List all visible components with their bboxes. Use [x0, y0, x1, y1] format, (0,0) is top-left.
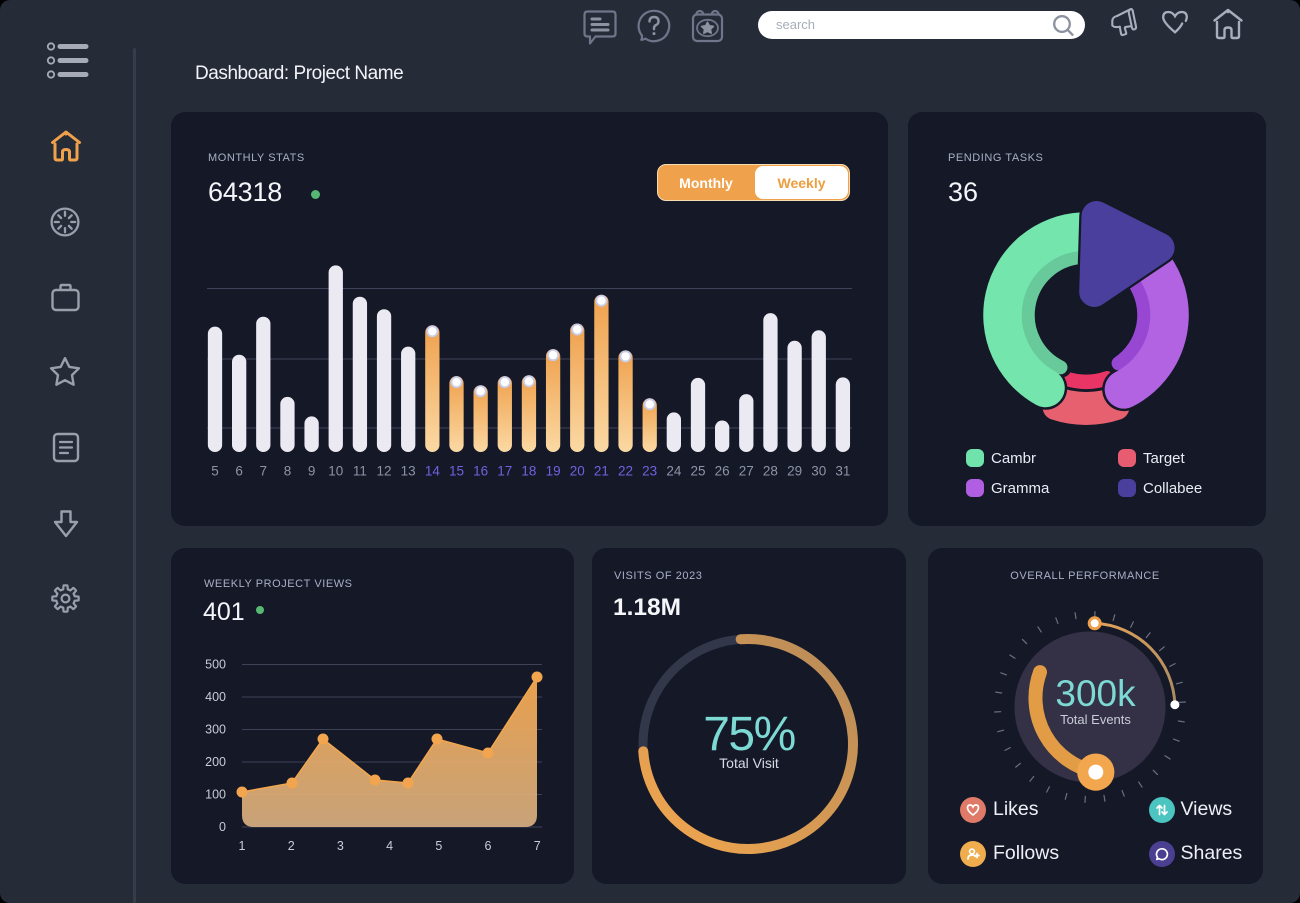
svg-text:15: 15: [449, 464, 464, 479]
svg-text:18: 18: [521, 464, 536, 479]
svg-text:16: 16: [473, 464, 488, 479]
svg-text:31: 31: [835, 464, 850, 479]
svg-text:30: 30: [811, 464, 826, 479]
svg-text:29: 29: [787, 464, 802, 479]
svg-text:20: 20: [570, 464, 585, 479]
svg-text:21: 21: [594, 464, 609, 479]
svg-text:1: 1: [239, 839, 246, 853]
svg-text:2: 2: [288, 839, 295, 853]
svg-text:5: 5: [211, 464, 219, 479]
svg-text:10: 10: [328, 464, 343, 479]
svg-text:13: 13: [401, 464, 416, 479]
svg-text:17: 17: [497, 464, 512, 479]
svg-text:26: 26: [715, 464, 730, 479]
svg-text:11: 11: [353, 464, 367, 479]
svg-text:9: 9: [308, 464, 316, 479]
svg-text:27: 27: [739, 464, 754, 479]
svg-text:0: 0: [219, 820, 226, 834]
svg-text:3: 3: [337, 839, 344, 853]
svg-text:14: 14: [425, 464, 441, 479]
svg-text:12: 12: [377, 464, 392, 479]
svg-text:300: 300: [205, 723, 226, 737]
svg-text:23: 23: [642, 464, 657, 479]
svg-text:6: 6: [485, 839, 492, 853]
svg-text:100: 100: [205, 788, 226, 802]
svg-text:22: 22: [618, 464, 633, 479]
svg-text:8: 8: [284, 464, 292, 479]
svg-text:4: 4: [386, 839, 393, 853]
svg-text:28: 28: [763, 464, 778, 479]
svg-text:19: 19: [546, 464, 561, 479]
svg-text:6: 6: [235, 464, 243, 479]
svg-text:400: 400: [205, 690, 226, 704]
svg-text:7: 7: [260, 464, 268, 479]
svg-text:25: 25: [690, 464, 705, 479]
svg-text:7: 7: [534, 839, 541, 853]
svg-text:24: 24: [666, 464, 682, 479]
svg-text:200: 200: [205, 755, 226, 769]
svg-text:5: 5: [435, 839, 442, 853]
svg-text:500: 500: [205, 658, 226, 672]
